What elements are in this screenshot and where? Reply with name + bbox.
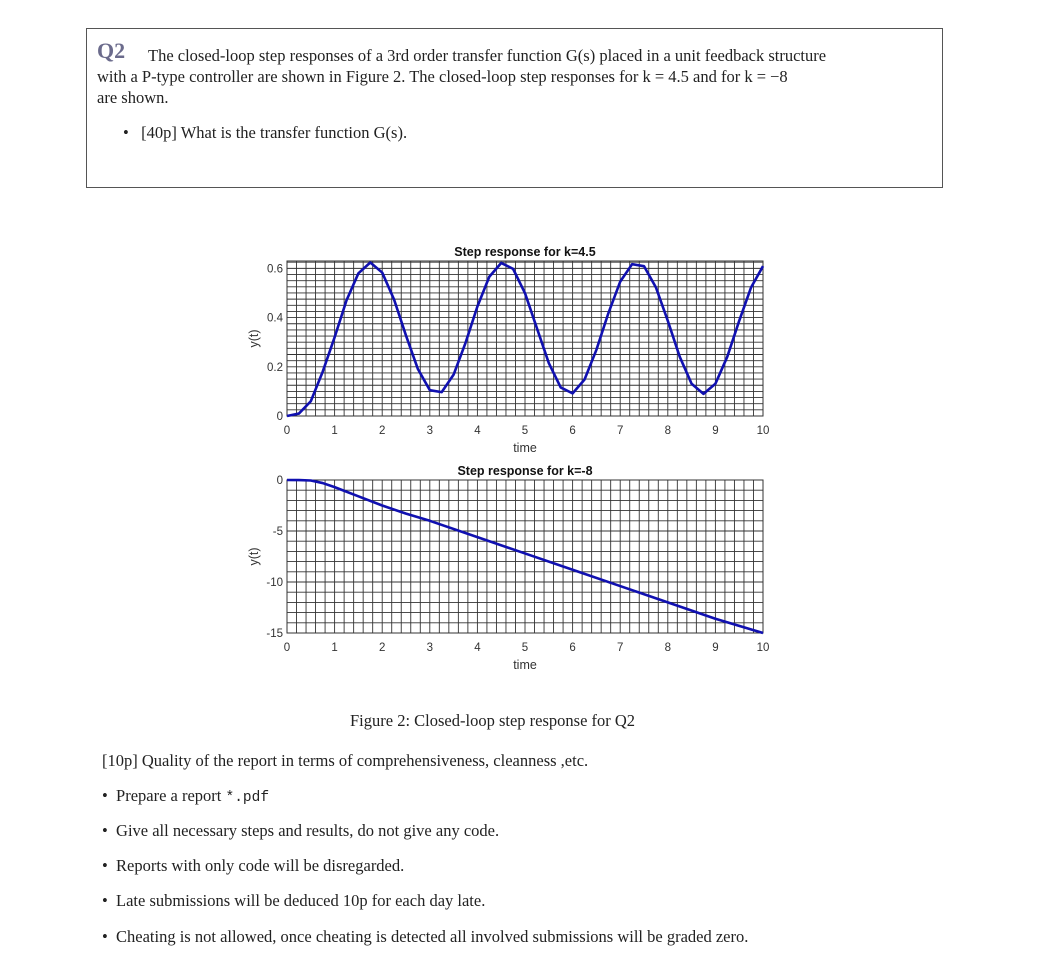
requirement-item: • Cheating is not allowed, once cheating…: [102, 927, 749, 946]
chart-2: 0 1 2 3 4 5 6 7 8 9 10 -15 -10 -5 0 Step response for k…: [247, 464, 769, 672]
x-tick-label: 10: [757, 425, 770, 437]
question-line-3: are shown.: [97, 88, 169, 107]
quality-line: [10p] Quality of the report in terms of …: [102, 751, 589, 770]
x-axis-label: time: [513, 441, 537, 455]
x-tick-label: 0: [284, 425, 290, 437]
response-line: [286, 261, 765, 418]
question-box: [86, 28, 943, 188]
chart-title: Step response for k=4.5: [454, 245, 595, 259]
x-tick-label: 7: [617, 642, 623, 654]
y-tick-label: 0: [277, 475, 283, 487]
requirement-item: • Late submissions will be deduced 10p f…: [102, 891, 486, 910]
axes-box: [286, 260, 764, 417]
x-tick-label: 8: [665, 425, 671, 437]
x-tick-label: 8: [665, 642, 671, 654]
x-tick-label: 10: [757, 642, 770, 654]
y-tick-label: -5: [273, 526, 283, 538]
chart-1: 0 1 2 3 4 5 6 7 8 9 10 0 0.2 0.4 0.6 Step response for …: [247, 245, 769, 455]
requirement-text: Cheating is not allowed, once cheating i…: [116, 927, 749, 946]
x-tick-label: 2: [379, 425, 385, 437]
x-tick-label: 3: [427, 425, 433, 437]
requirement-item: • Prepare a report *.pdf: [102, 786, 270, 806]
y-axis-label: y(t): [247, 329, 261, 347]
y-tick-label: 0.4: [267, 313, 284, 325]
x-tick-label: 1: [331, 425, 337, 437]
y-tick-label: 0: [277, 411, 283, 423]
x-tick-label: 4: [474, 425, 481, 437]
x-tick-label: 9: [712, 642, 718, 654]
requirement-item: • Reports with only code will be disrega…: [102, 856, 405, 875]
figure-caption: Figure 2: Closed-loop step response for …: [350, 711, 636, 730]
x-tick-label: 6: [569, 642, 575, 654]
x-tick-label: 4: [474, 642, 481, 654]
requirement-item: • Give all necessary steps and results, …: [102, 821, 500, 840]
y-tick-label: 0.6: [267, 263, 283, 275]
x-axis-label: time: [513, 658, 537, 672]
requirement-text: Late submissions will be deduced 10p for…: [116, 891, 486, 910]
requirement-code: *.pdf: [225, 790, 270, 806]
requirement-text: Reports with only code will be disregard…: [116, 856, 405, 875]
response-line: [286, 478, 764, 635]
x-tick-label: 5: [522, 642, 528, 654]
x-tick-label: 2: [379, 642, 385, 654]
x-tick-label: 1: [331, 642, 337, 654]
y-tick-label: 0.2: [267, 362, 283, 374]
question-line-1: The closed-loop step responses of a 3rd …: [148, 46, 827, 65]
x-tick-label: 6: [569, 425, 575, 437]
y-tick-label: -15: [266, 628, 283, 640]
question-bullet: • [40p] What is the transfer function G(…: [123, 123, 408, 142]
question-number: Q2: [97, 38, 126, 63]
question-line-2: with a P-type controller are shown in Fi…: [97, 67, 788, 86]
requirement-text: Give all necessary steps and results, do…: [116, 821, 500, 840]
x-tick-label: 7: [617, 425, 623, 437]
x-tick-label: 9: [712, 425, 718, 437]
chart-title: Step response for k=-8: [457, 464, 592, 478]
x-tick-label: 0: [284, 642, 290, 654]
requirement-text: Prepare a report: [116, 786, 226, 805]
y-tick-label: -10: [266, 577, 283, 589]
x-tick-label: 5: [522, 425, 528, 437]
axes-box: [286, 479, 764, 634]
y-axis-label: y(t): [247, 547, 261, 565]
question-bullet-text: [40p] What is the transfer function G(s)…: [141, 123, 408, 142]
x-tick-label: 3: [427, 642, 433, 654]
